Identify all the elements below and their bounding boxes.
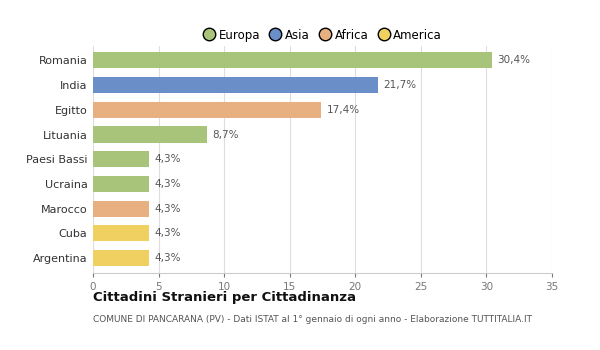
Text: 4,3%: 4,3% <box>155 253 181 263</box>
Bar <box>93 225 149 241</box>
Text: COMUNE DI PANCARANA (PV) - Dati ISTAT al 1° gennaio di ogni anno - Elaborazione : COMUNE DI PANCARANA (PV) - Dati ISTAT al… <box>93 315 532 324</box>
Bar <box>93 102 321 118</box>
Text: 21,7%: 21,7% <box>383 80 416 90</box>
Bar <box>93 126 207 142</box>
Bar <box>93 52 491 68</box>
Bar <box>93 176 149 192</box>
Text: 4,3%: 4,3% <box>155 179 181 189</box>
Bar <box>93 201 149 217</box>
Bar <box>93 77 377 93</box>
Legend: Europa, Asia, Africa, America: Europa, Asia, Africa, America <box>199 24 446 47</box>
Text: 4,3%: 4,3% <box>155 154 181 164</box>
Text: 4,3%: 4,3% <box>155 204 181 214</box>
Text: 30,4%: 30,4% <box>497 55 530 65</box>
Text: 8,7%: 8,7% <box>212 130 239 140</box>
Bar <box>93 151 149 167</box>
Text: 17,4%: 17,4% <box>326 105 359 115</box>
Bar <box>93 250 149 266</box>
Text: 4,3%: 4,3% <box>155 229 181 238</box>
Text: Cittadini Stranieri per Cittadinanza: Cittadini Stranieri per Cittadinanza <box>93 290 356 303</box>
